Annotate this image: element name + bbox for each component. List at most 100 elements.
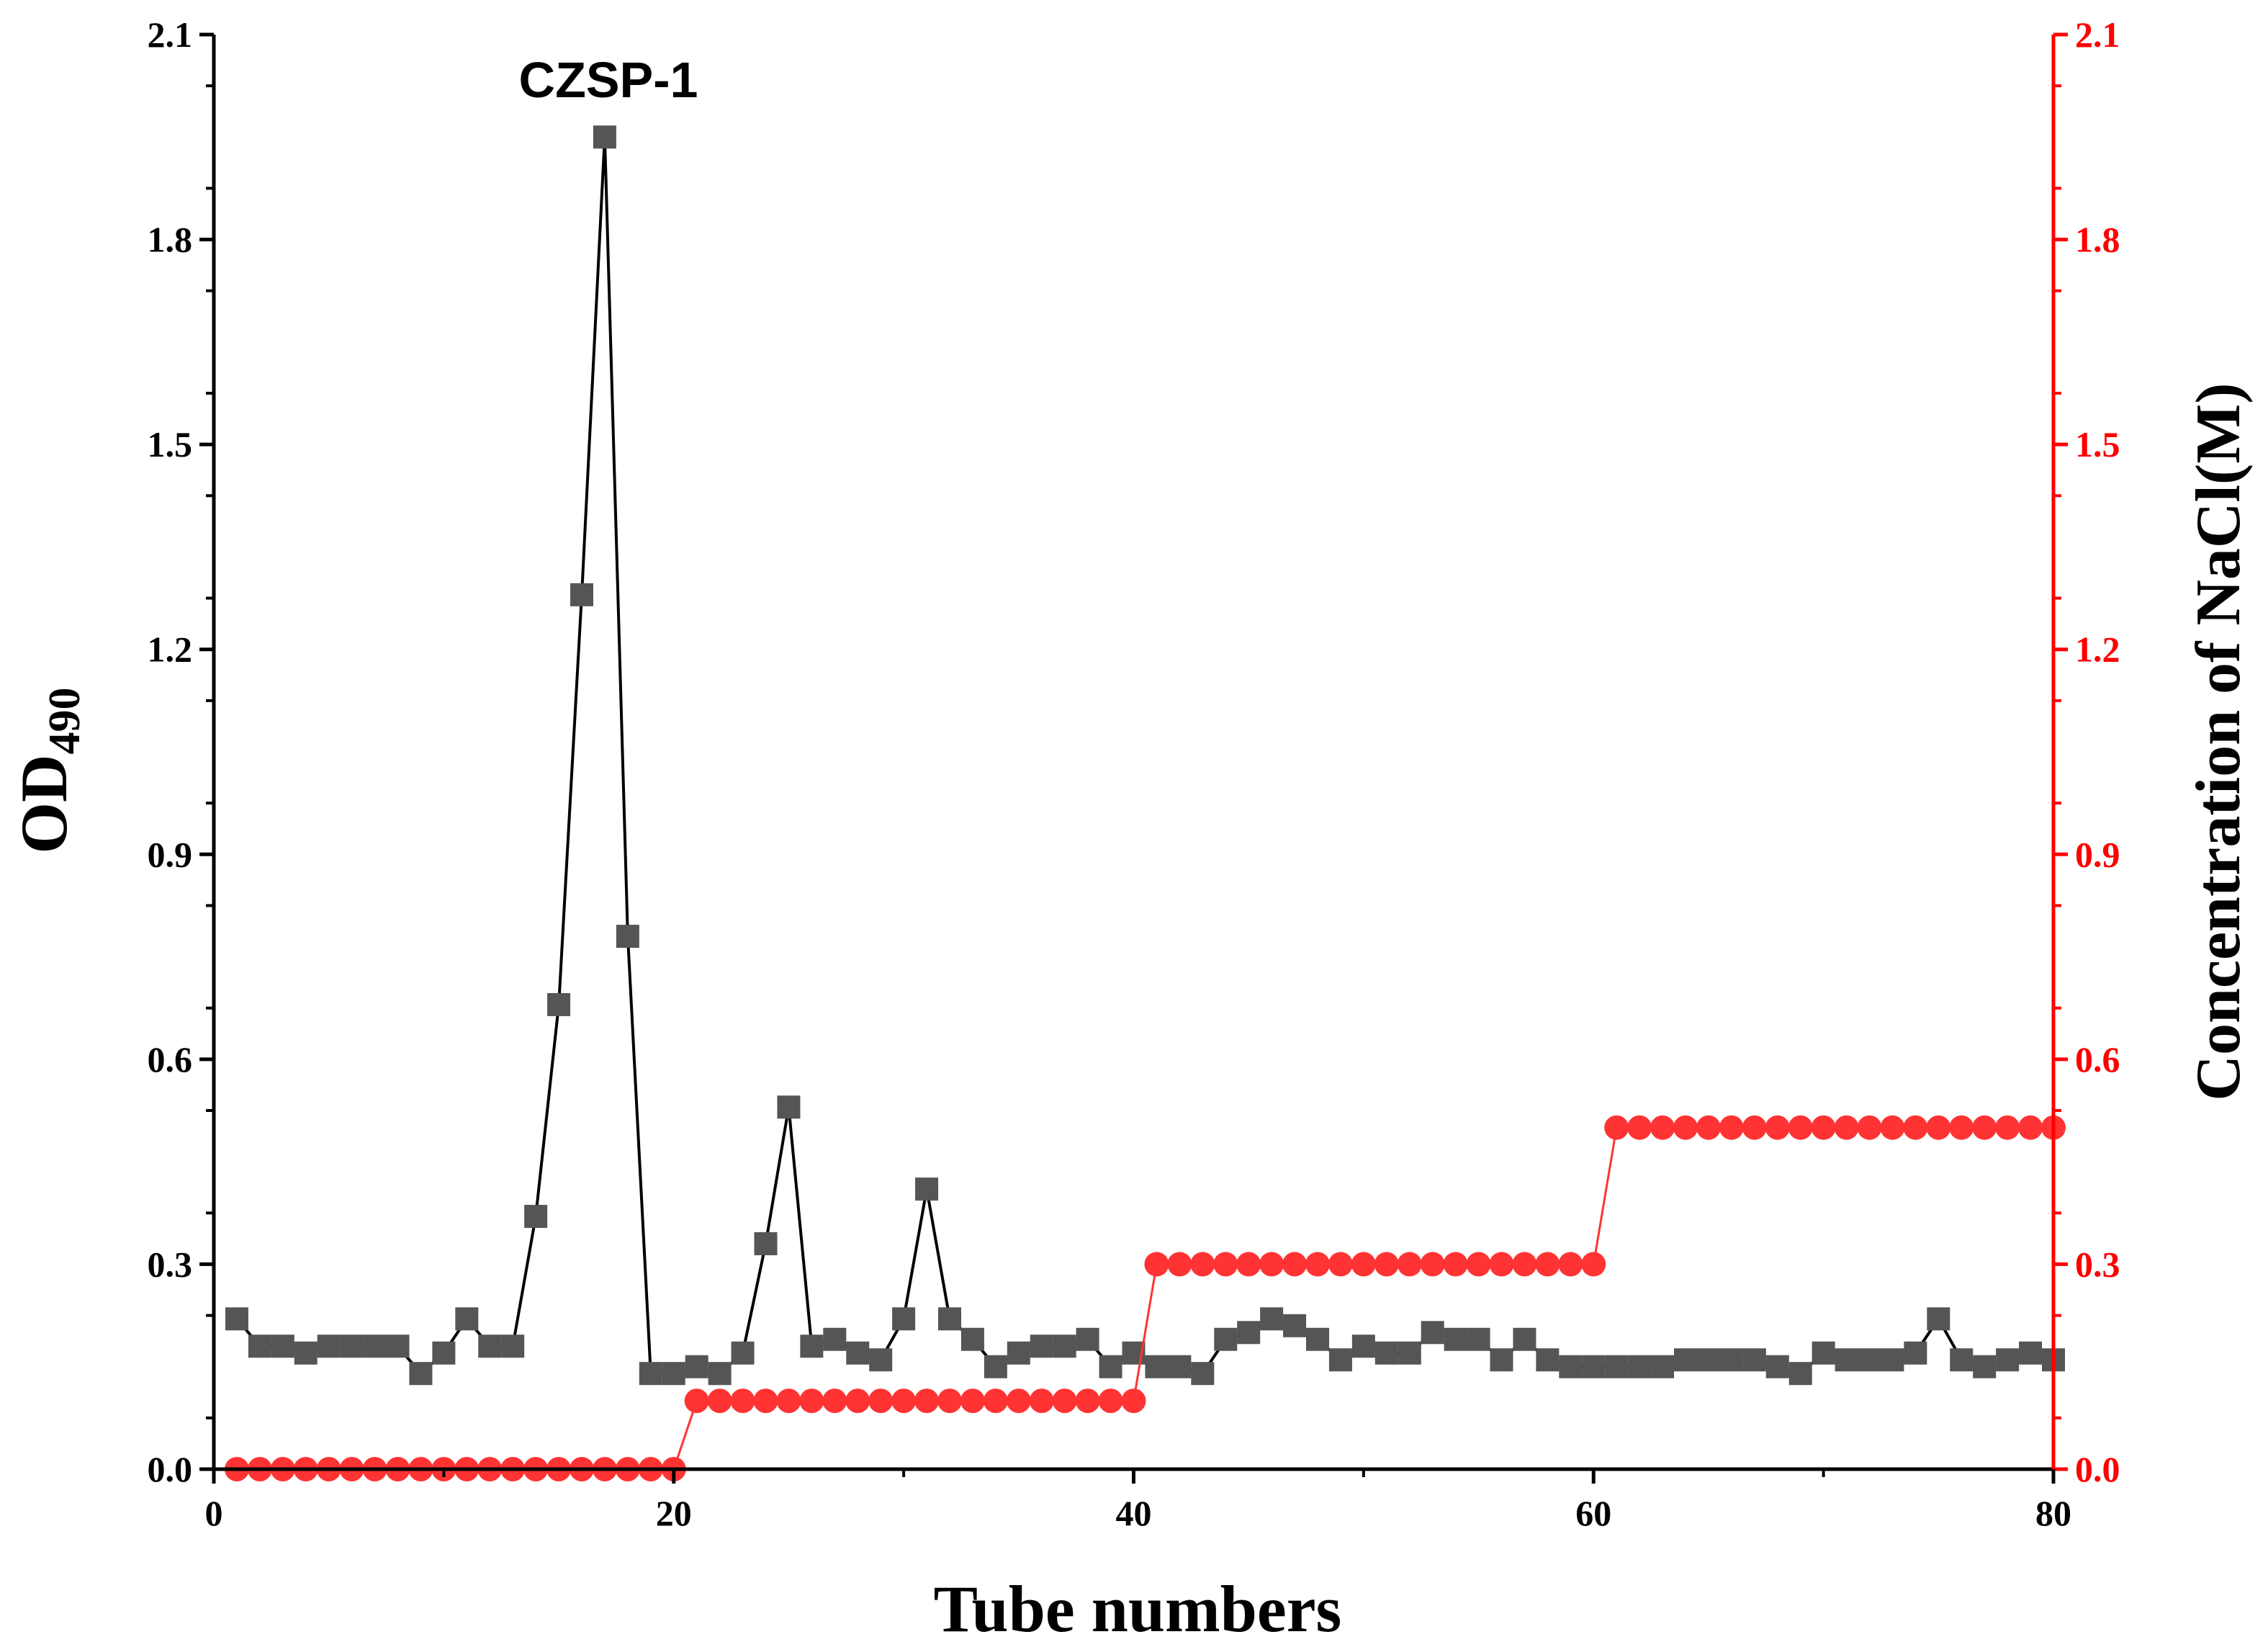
od-point <box>317 1334 341 1358</box>
y-axis-title-main: OD <box>7 755 81 854</box>
nacl-point <box>891 1388 917 1414</box>
nacl-series <box>224 1115 2066 1481</box>
od-point <box>524 1205 548 1229</box>
nacl-point <box>1420 1252 1445 1277</box>
od-point <box>1030 1334 1053 1358</box>
od-point <box>570 583 593 606</box>
od-point <box>800 1334 824 1358</box>
x-axis-title: Tube numbers <box>934 1572 1342 1642</box>
od-point <box>294 1341 318 1365</box>
nacl-point <box>960 1388 985 1414</box>
y-tick-label: 1.5 <box>148 424 193 465</box>
od-point <box>1628 1355 1652 1378</box>
nacl-point <box>1627 1115 1652 1140</box>
od-point <box>1881 1348 1904 1372</box>
od-point <box>1168 1355 1192 1378</box>
nacl-point <box>1397 1252 1422 1277</box>
nacl-point <box>2018 1115 2043 1140</box>
od-point <box>1076 1327 1099 1351</box>
od-point <box>1927 1307 1950 1331</box>
y-tick-label: 0.3 <box>148 1244 193 1284</box>
nacl-point <box>1443 1252 1468 1277</box>
nacl-point <box>1788 1115 1813 1140</box>
od-point <box>731 1341 755 1365</box>
y2-tick-label: 0.9 <box>2075 834 2120 874</box>
od-line <box>235 137 2054 1376</box>
nacl-point <box>1903 1115 1928 1140</box>
y2-tick-label: 1.5 <box>2075 424 2120 465</box>
od-point <box>1374 1341 1398 1365</box>
nacl-point <box>1029 1388 1054 1414</box>
od-point <box>1651 1355 1675 1378</box>
nacl-point <box>1351 1252 1376 1277</box>
y-tick-label: 1.8 <box>148 220 193 260</box>
nacl-point <box>1259 1252 1284 1277</box>
nacl-point <box>684 1388 709 1414</box>
nacl-point <box>730 1388 755 1414</box>
od-point <box>1605 1355 1629 1378</box>
od-point <box>1858 1348 1881 1372</box>
od-point <box>1950 1348 1974 1372</box>
od-point <box>960 1327 984 1351</box>
y2-tick-label: 0.6 <box>2075 1039 2120 1080</box>
od-point <box>271 1334 294 1358</box>
od-point <box>1467 1327 1490 1351</box>
y-tick-label: 1.2 <box>148 629 193 670</box>
y2-tick-label: 2.1 <box>2075 14 2120 55</box>
y-tick-label: 0.9 <box>148 834 193 874</box>
axes: 0.0 0.3 0.6 0.9 1.2 1.5 1.8 2.1 0.0 0.3 0.6 0.9 1.2 1… <box>148 14 2120 1533</box>
od-point <box>248 1334 271 1358</box>
od-point <box>1214 1327 1238 1351</box>
nacl-point <box>1006 1388 1031 1414</box>
od-point <box>1145 1355 1169 1378</box>
od-point <box>547 992 571 1016</box>
od-point <box>409 1362 433 1386</box>
od-point <box>708 1362 732 1386</box>
od-point <box>639 1362 662 1386</box>
od-point <box>1559 1355 1583 1378</box>
nacl-point <box>1052 1388 1077 1414</box>
od-point <box>777 1095 801 1119</box>
y-tick-label: 0.0 <box>148 1449 193 1489</box>
od-point <box>1306 1327 1329 1351</box>
nacl-point <box>1144 1252 1169 1277</box>
od-point <box>1007 1341 1030 1365</box>
od-point <box>1996 1348 2020 1372</box>
nacl-point <box>1949 1115 1974 1140</box>
od-point <box>1053 1334 1076 1358</box>
od-point <box>1582 1355 1606 1378</box>
nacl-point <box>1719 1115 1744 1140</box>
nacl-point <box>1466 1252 1491 1277</box>
nacl-point <box>1328 1252 1353 1277</box>
od-point <box>478 1334 502 1358</box>
y-axis-title: OD490 <box>7 688 89 854</box>
nacl-point <box>1305 1252 1330 1277</box>
od-series <box>225 125 2065 1386</box>
od-point <box>754 1232 778 1255</box>
od-point <box>1237 1321 1261 1345</box>
nacl-point <box>1213 1252 1238 1277</box>
nacl-point <box>1190 1252 1215 1277</box>
nacl-point <box>1098 1388 1123 1414</box>
od-point <box>1351 1334 1375 1358</box>
od-point <box>1812 1341 1835 1365</box>
od-point <box>2019 1341 2043 1365</box>
od-point <box>1835 1348 1858 1372</box>
od-point <box>616 925 639 948</box>
y-tick-label: 2.1 <box>148 14 193 55</box>
od-point <box>1260 1307 1284 1331</box>
nacl-line <box>236 1126 2053 1471</box>
y-tick-label: 0.6 <box>148 1039 193 1080</box>
nacl-point <box>1811 1115 1836 1140</box>
x-tick-label: 80 <box>2035 1493 2071 1533</box>
od-point <box>386 1334 410 1358</box>
nacl-point <box>1282 1252 1308 1277</box>
nacl-point <box>937 1388 962 1414</box>
nacl-point <box>1075 1388 1100 1414</box>
od-point <box>455 1307 479 1331</box>
od-point <box>1490 1348 1513 1372</box>
nacl-point <box>1880 1115 1905 1140</box>
nacl-point <box>1834 1115 1859 1140</box>
nacl-point <box>1512 1252 1537 1277</box>
